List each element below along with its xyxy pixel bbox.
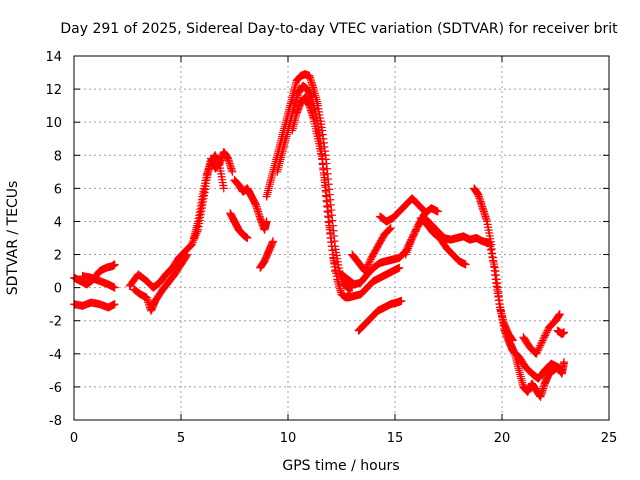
data-point — [461, 260, 470, 269]
data-point — [361, 265, 370, 274]
y-tick-label: -2 — [49, 315, 62, 330]
x-tick-label: 15 — [387, 431, 404, 446]
y-tick-label: -8 — [49, 414, 62, 429]
data-point — [110, 283, 119, 292]
y-axis-label: SDTVAR / TECUs — [5, 181, 21, 296]
x-tick-label: 10 — [280, 431, 297, 446]
data-point — [361, 267, 370, 276]
y-tick-label: 6 — [54, 182, 62, 197]
data-point — [534, 344, 543, 353]
y-tick-label: 14 — [45, 50, 62, 65]
data-point — [419, 205, 428, 214]
data-point — [420, 206, 429, 215]
data-point — [397, 296, 406, 305]
data-point — [542, 328, 551, 337]
axis-ticks: 0 5 10 15 20 25 -8 -6 -4 -2 0 2 4 6 8 10 12 14 — [45, 50, 617, 446]
data-point — [219, 184, 228, 193]
data-point — [409, 230, 418, 239]
y-tick-label: -6 — [49, 381, 62, 396]
data-point — [412, 225, 421, 234]
x-tick-label: 0 — [70, 431, 78, 446]
data-point — [188, 238, 197, 247]
y-tick-label: 8 — [54, 149, 62, 164]
y-tick-label: 0 — [54, 282, 62, 297]
data-point — [560, 358, 569, 367]
plot-frame — [73, 55, 610, 421]
x-tick-label: 25 — [601, 431, 618, 446]
data-point — [541, 331, 550, 340]
data-point — [182, 251, 191, 260]
data-point — [537, 338, 546, 347]
data-point — [365, 257, 374, 266]
data-point — [385, 225, 394, 234]
y-tick-label: 12 — [45, 83, 62, 98]
data-point — [540, 333, 549, 342]
data-point — [408, 234, 417, 242]
data-point — [543, 326, 552, 335]
data-point — [533, 346, 542, 355]
data-point — [538, 336, 547, 345]
data-point — [536, 341, 545, 350]
data-point — [533, 348, 542, 357]
data-point — [535, 343, 544, 352]
data-point — [408, 232, 417, 241]
data-point — [187, 240, 196, 249]
data-point — [364, 260, 373, 269]
data-point — [243, 234, 252, 242]
data-point — [363, 262, 372, 271]
data-point — [433, 207, 442, 216]
data-point — [411, 227, 420, 236]
data-point — [262, 217, 271, 226]
data-point — [532, 349, 541, 358]
data-point — [410, 229, 419, 238]
data-point — [110, 300, 119, 309]
data-point — [395, 263, 404, 272]
data-point — [269, 237, 278, 246]
y-tick-label: -4 — [49, 348, 62, 363]
data-point — [110, 260, 119, 269]
y-tick-label: 10 — [45, 116, 62, 131]
grid — [74, 56, 609, 420]
data-point — [362, 263, 371, 272]
data-point — [541, 329, 550, 338]
x-axis-label: GPS time / hours — [282, 458, 399, 474]
data-point — [228, 167, 237, 176]
data-point — [365, 258, 374, 267]
data-point — [537, 339, 546, 348]
data-point — [412, 224, 421, 233]
data-point — [385, 224, 394, 233]
x-tick-label: 20 — [494, 431, 511, 446]
data-point — [183, 250, 192, 259]
y-tick-label: 2 — [54, 249, 62, 264]
y-tick-label: 4 — [54, 215, 62, 230]
data-point — [560, 328, 569, 337]
data-point — [331, 267, 340, 276]
chart-title: Day 291 of 2025, Sidereal Day-to-day VTE… — [60, 21, 618, 37]
x-tick-label: 5 — [177, 431, 185, 446]
data-marks — [70, 70, 569, 401]
data-point — [539, 334, 548, 343]
data-point — [555, 310, 564, 319]
data-point — [386, 224, 395, 233]
